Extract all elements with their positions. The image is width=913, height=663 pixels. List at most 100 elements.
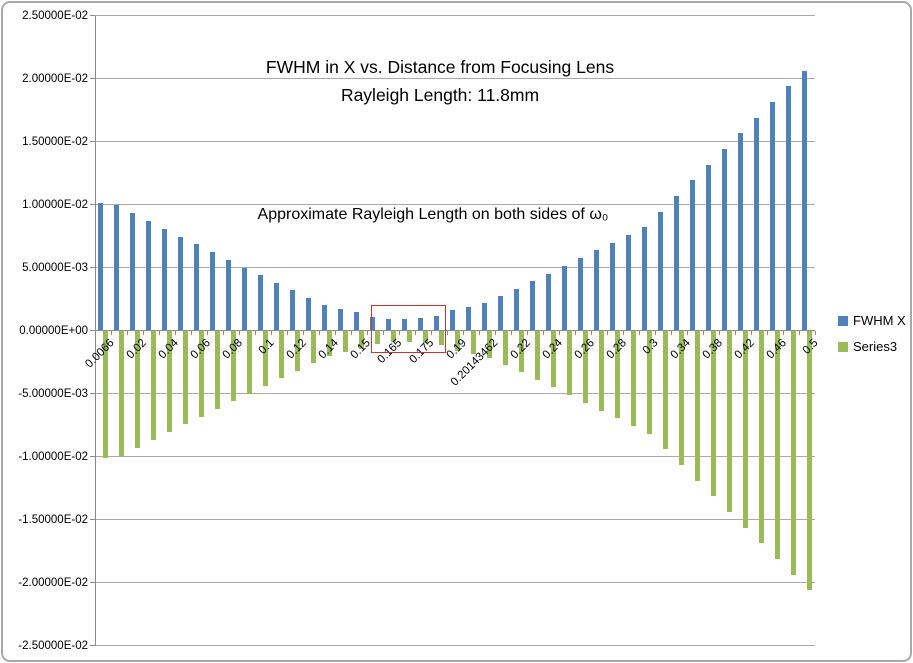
x-tick-label: 0.46 [764, 337, 789, 362]
bar-series3 [647, 330, 652, 434]
x-axis-tick [782, 331, 784, 335]
x-axis-tick [766, 331, 768, 335]
gridline [95, 519, 815, 520]
bar-series3 [791, 330, 796, 575]
y-tick-label: 2.50000E-02 [22, 9, 88, 22]
bar-series3 [327, 330, 332, 356]
x-axis-tick [158, 331, 160, 335]
x-tick-label: 0.1 [256, 337, 277, 357]
bar-series3 [247, 330, 252, 394]
x-axis-tick [190, 331, 192, 335]
bar-series3 [631, 330, 636, 426]
y-axis-tick [90, 519, 95, 520]
bar-fwhm-x [226, 259, 231, 331]
x-tick-label: 0.24 [540, 337, 565, 362]
x-tick-label: 0.04 [156, 337, 181, 362]
bar-fwhm-x [258, 275, 263, 331]
bar-series3 [535, 330, 540, 380]
bar-fwhm-x [562, 265, 567, 331]
bar-series3 [423, 330, 428, 343]
bar-series3 [279, 330, 284, 379]
x-axis-tick [414, 331, 416, 335]
bar-fwhm-x [130, 213, 135, 331]
bar-series3 [711, 330, 716, 497]
bar-fwhm-x [802, 70, 807, 331]
x-axis-tick [814, 331, 816, 335]
x-tick-label: 0.08 [220, 337, 245, 362]
y-tick-label: 1.00000E-02 [22, 198, 88, 211]
y-tick-label: -5.00000E-03 [18, 387, 88, 400]
gridline [95, 582, 815, 583]
bar-fwhm-x [322, 305, 327, 331]
bar-series3 [471, 330, 476, 354]
bar-series3 [359, 330, 364, 350]
x-axis-tick [398, 331, 400, 335]
y-tick-label: -1.50000E-02 [18, 513, 88, 526]
x-tick-label: 0.19 [444, 337, 469, 362]
y-tick-label: 2.00000E-02 [22, 72, 88, 85]
chart-title-line2: Rayleigh Length: 11.8mm [340, 85, 540, 105]
legend-swatch-fwhm-x [838, 315, 848, 326]
x-tick-label: 0.5 [800, 337, 821, 357]
bar-fwhm-x [114, 205, 119, 331]
bar-fwhm-x [610, 242, 615, 331]
y-axis-tick [90, 330, 95, 331]
bar-fwhm-x [306, 297, 311, 331]
bar-fwhm-x [514, 288, 519, 331]
bar-fwhm-x [146, 220, 151, 331]
bar-fwhm-x [658, 211, 663, 331]
bar-fwhm-x [642, 227, 647, 331]
bar-series3 [519, 330, 524, 373]
x-axis-tick [254, 331, 256, 335]
x-axis-tick [126, 331, 128, 335]
x-tick-label: 0.26 [572, 337, 597, 362]
bar-fwhm-x [450, 310, 455, 331]
bar-series3 [599, 330, 604, 411]
gridline [95, 267, 815, 268]
x-axis-tick [686, 331, 688, 335]
bar-fwhm-x [466, 307, 471, 331]
x-axis-tick [606, 331, 608, 335]
gridline [95, 204, 815, 205]
x-axis-tick [110, 331, 112, 335]
bar-series3 [743, 330, 748, 528]
bar-series3 [103, 330, 108, 459]
y-tick-label: 0.00000E+00 [19, 324, 88, 337]
x-axis-tick [318, 331, 320, 335]
x-axis-tick [494, 331, 496, 335]
bar-fwhm-x [786, 86, 791, 331]
bar-fwhm-x [706, 164, 711, 331]
gridline [95, 645, 815, 646]
bar-fwhm-x [370, 317, 375, 331]
x-axis-tick [526, 331, 528, 335]
x-axis-tick [590, 331, 592, 335]
bar-fwhm-x [546, 273, 551, 331]
x-axis-tick [302, 331, 304, 335]
bar-fwhm-x [98, 202, 103, 331]
legend-label-fwhm-x: FWHM X [853, 313, 906, 328]
bar-fwhm-x [210, 252, 215, 331]
bar-fwhm-x [594, 250, 599, 331]
bar-fwhm-x [626, 234, 631, 331]
y-tick-label: -2.50000E-02 [18, 639, 88, 652]
bar-series3 [407, 330, 412, 342]
legend-label-series3: Series3 [853, 339, 898, 354]
bar-series3 [695, 330, 700, 481]
gridline [95, 141, 815, 142]
x-axis-tick [222, 331, 224, 335]
x-tick-label: 0.34 [668, 337, 693, 362]
bar-series3 [183, 330, 188, 425]
gridline [95, 78, 815, 79]
y-tick-label: 5.00000E-03 [22, 261, 88, 274]
y-axis-tick [90, 582, 95, 583]
x-axis-tick [430, 331, 432, 335]
x-axis-tick [142, 331, 144, 335]
x-axis-tick [238, 331, 240, 335]
y-axis-tick [90, 645, 95, 646]
x-tick-label: 0.3 [640, 337, 661, 357]
bar-fwhm-x [162, 228, 167, 331]
bar-fwhm-x [402, 319, 407, 331]
